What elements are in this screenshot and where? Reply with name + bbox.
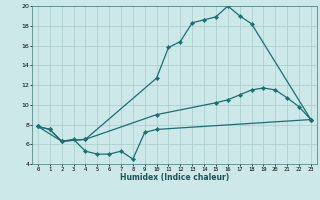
- X-axis label: Humidex (Indice chaleur): Humidex (Indice chaleur): [120, 173, 229, 182]
